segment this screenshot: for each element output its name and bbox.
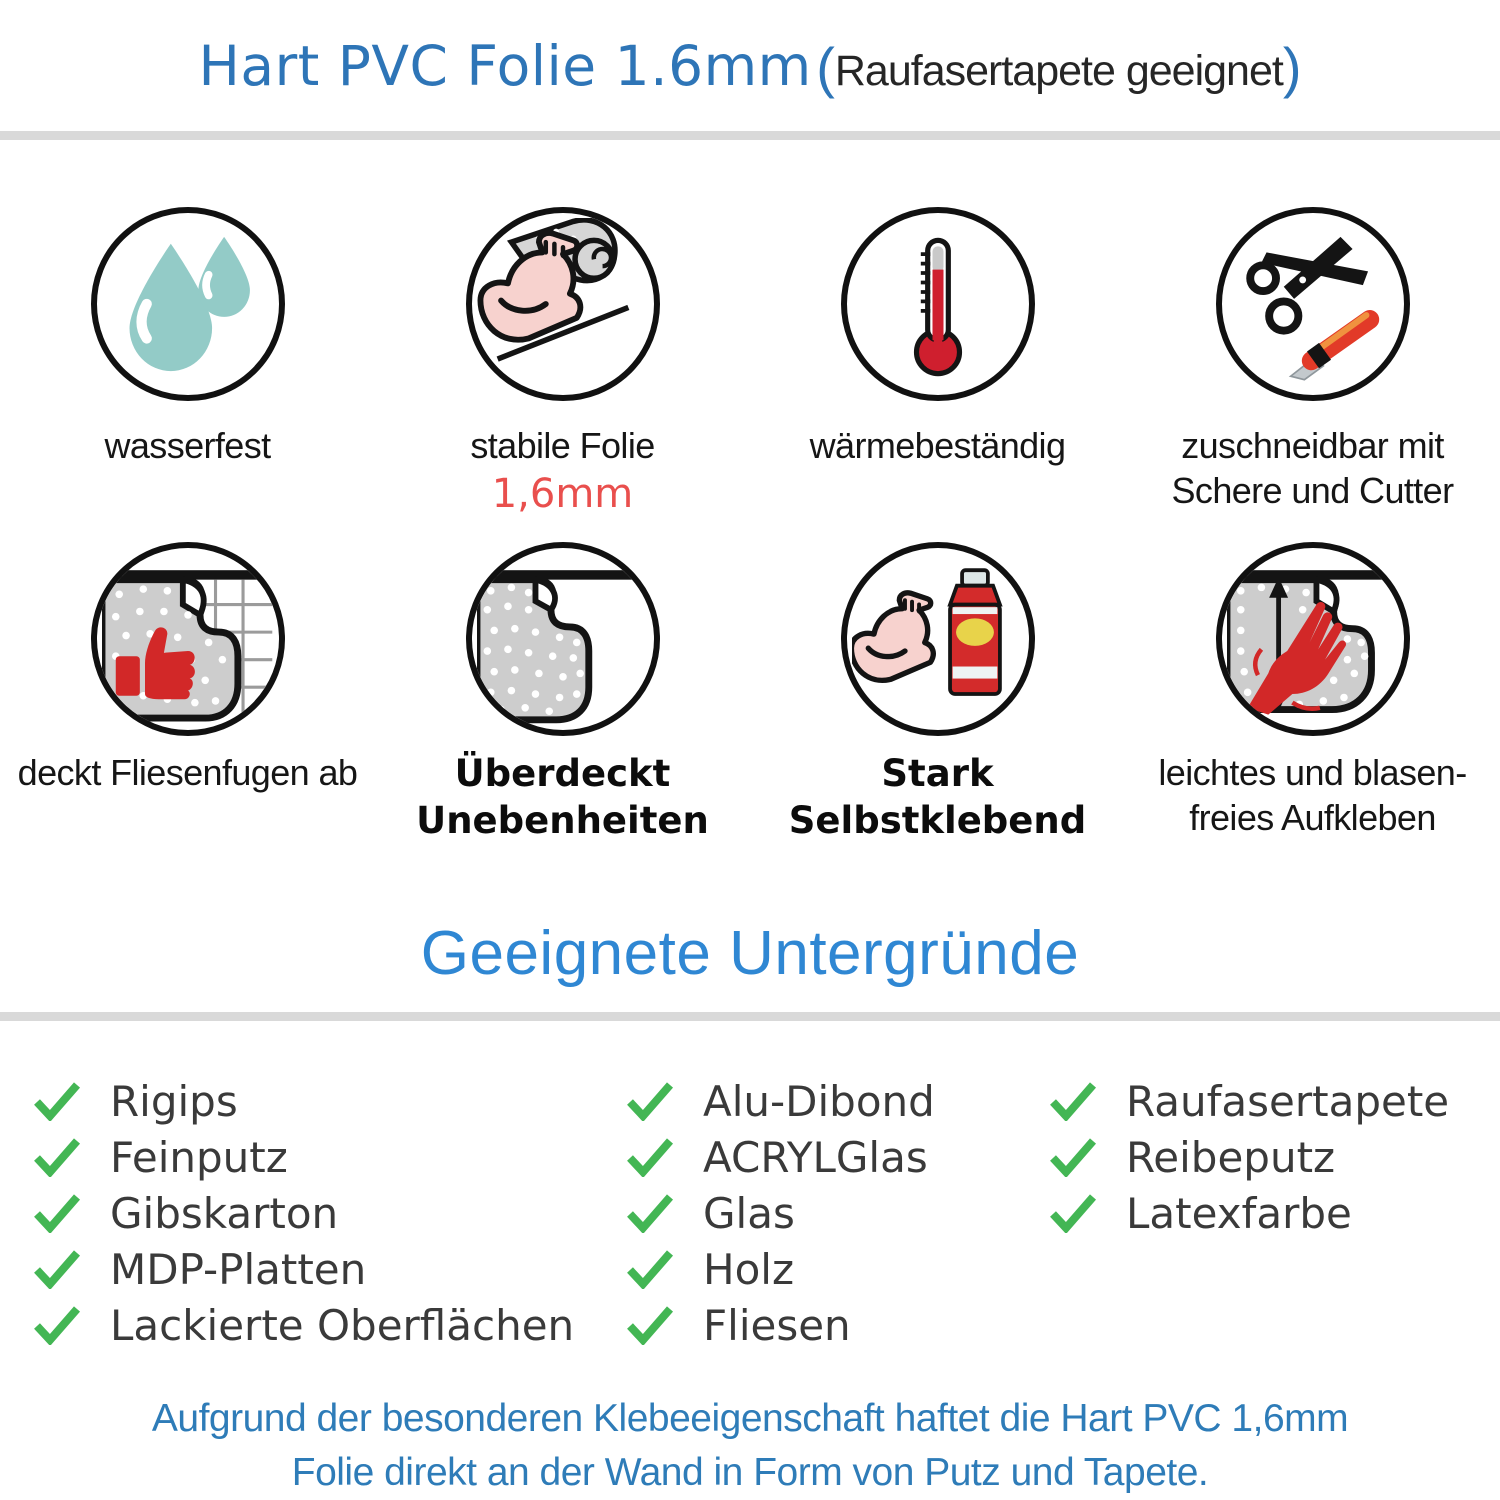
page-title-note: Raufasertapete geeignet	[834, 47, 1284, 95]
list-item: Lackierte Oberflächen	[32, 1299, 574, 1351]
substrate-label: Latexfarbe	[1126, 1188, 1352, 1238]
substrate-label: Feinputz	[110, 1132, 288, 1182]
section-title-substrates: Geeignete Untergründe	[420, 919, 1080, 988]
caption-line2: Unebenheiten	[416, 799, 709, 842]
feature-covers-tile-joints: deckt Fliesenfugen ab	[0, 542, 375, 844]
substrate-label: Lackierte Oberflächen	[110, 1300, 575, 1350]
substrate-label: Holz	[703, 1244, 794, 1294]
note-paren-open: (	[816, 36, 835, 99]
feature-caption: leichtes und blasen- freies Aufkleben	[1158, 750, 1467, 840]
list-item: Fliesen	[625, 1299, 935, 1351]
substrate-column-2: Alu-Dibond ACRYLGlas Glas Holz Fliesen	[625, 1075, 935, 1355]
muscle-foil-icon	[465, 207, 660, 401]
feature-heat-resistant: wärmebeständig	[750, 207, 1125, 520]
substrate-label: Fliesen	[703, 1300, 851, 1350]
hand-smooth-icon	[1215, 542, 1410, 736]
page-header: Hart PVC Folie 1.6mm (Raufasertapete gee…	[0, 34, 1500, 100]
substrate-label: MDP-Platten	[110, 1244, 367, 1294]
list-item: Glas	[625, 1187, 935, 1239]
feature-row-1: wasserfest stabile Folie 1,6mm	[0, 207, 1500, 520]
feature-covers-unevenness: Überdeckt Unebenheiten	[375, 542, 750, 844]
footer-line2: Folie direkt an der Wand in Form von Put…	[291, 1451, 1209, 1494]
caption-line2: freies Aufkleben	[1189, 797, 1436, 838]
caption-line2: Selbstklebend	[788, 799, 1087, 842]
footer-line1: Aufgrund der besonderen Klebeeigenschaft…	[151, 1397, 1349, 1440]
footer-note: Aufgrund der besonderen Klebeeigenschaft…	[0, 1392, 1500, 1500]
feature-row-2: deckt Fliesenfugen ab Überdeckt	[0, 542, 1500, 844]
list-item: Gibskarton	[32, 1187, 574, 1239]
feature-bubble-free: leichtes und blasen- freies Aufkleben	[1125, 542, 1500, 844]
feature-caption: stabile Folie 1,6mm	[470, 423, 655, 520]
caption-line1: wärmebeständig	[809, 425, 1066, 466]
list-item: Rigips	[32, 1075, 574, 1127]
substrate-column-1: Rigips Feinputz Gibskarton MDP-Platten L…	[32, 1075, 574, 1355]
caption-line1: zuschneidbar mit	[1181, 425, 1444, 466]
checkmark-icon	[627, 1250, 674, 1289]
feature-caption: Überdeckt Unebenheiten	[416, 750, 709, 844]
checkmark-icon	[1050, 1138, 1097, 1177]
list-item: Reibeputz	[1048, 1131, 1449, 1183]
caption-line1: Überdeckt	[454, 752, 671, 795]
list-item: Latexfarbe	[1048, 1187, 1449, 1239]
checkmark-icon	[34, 1138, 81, 1177]
divider-middle	[0, 1012, 1500, 1021]
feature-caption: wärmebeständig	[810, 423, 1066, 468]
scissors-cutter-icon	[1215, 207, 1410, 401]
substrate-label: Rigips	[110, 1076, 238, 1126]
feature-self-adhesive: Stark Selbstklebend	[750, 542, 1125, 844]
checkmark-icon	[627, 1138, 674, 1177]
feature-waterproof: wasserfest	[0, 207, 375, 520]
list-item: MDP-Platten	[32, 1243, 574, 1295]
checkmark-icon	[34, 1306, 81, 1345]
checkmark-icon	[34, 1194, 81, 1233]
checkmark-icon	[34, 1082, 81, 1121]
substrate-label: Alu-Dibond	[703, 1076, 935, 1126]
caption-line1: leichtes und blasen-	[1158, 752, 1467, 793]
caption-thickness-red: 1,6mm	[491, 471, 634, 517]
thermometer-icon	[840, 207, 1035, 401]
caption-line1: stabile Folie	[470, 425, 655, 466]
feature-cuttable: zuschneidbar mit Schere und Cutter	[1125, 207, 1500, 520]
checkmark-icon	[34, 1250, 81, 1289]
checkmark-icon	[1050, 1194, 1097, 1233]
checkmark-icon	[627, 1082, 674, 1121]
caption-line1: wasserfest	[104, 425, 271, 466]
feature-caption: deckt Fliesenfugen ab	[18, 750, 358, 795]
list-item: Holz	[625, 1243, 935, 1295]
feature-stable-foil: stabile Folie 1,6mm	[375, 207, 750, 520]
substrate-label: Raufasertapete	[1126, 1076, 1450, 1126]
list-item: Feinputz	[32, 1131, 574, 1183]
substrate-label: ACRYLGlas	[703, 1132, 928, 1182]
tile-thumb-icon	[90, 542, 285, 736]
list-item: Raufasertapete	[1048, 1075, 1449, 1127]
feature-caption: Stark Selbstklebend	[789, 750, 1086, 844]
divider-top	[0, 131, 1500, 140]
foil-fold-icon	[465, 542, 660, 736]
checkmark-icon	[1050, 1082, 1097, 1121]
checkmark-icon	[627, 1306, 674, 1345]
caption-line1: deckt Fliesenfugen ab	[17, 752, 358, 793]
feature-caption: zuschneidbar mit Schere und Cutter	[1171, 423, 1455, 513]
page-title: Hart PVC Folie 1.6mm	[198, 34, 812, 98]
substrate-label: Glas	[703, 1188, 795, 1238]
list-item: Alu-Dibond	[625, 1075, 935, 1127]
note-paren-close: )	[1282, 36, 1302, 99]
substrate-label: Reibeputz	[1126, 1132, 1336, 1182]
checkmark-icon	[627, 1194, 674, 1233]
water-drops-icon	[90, 207, 285, 401]
substrate-column-3: Raufasertapete Reibeputz Latexfarbe	[1048, 1075, 1449, 1243]
feature-caption: wasserfest	[104, 423, 271, 468]
caption-line2: Schere und Cutter	[1171, 470, 1455, 511]
list-item: ACRYLGlas	[625, 1131, 935, 1183]
caption-line1: Stark	[881, 752, 994, 795]
substrate-label: Gibskarton	[110, 1188, 339, 1238]
muscle-glue-icon	[840, 542, 1035, 736]
